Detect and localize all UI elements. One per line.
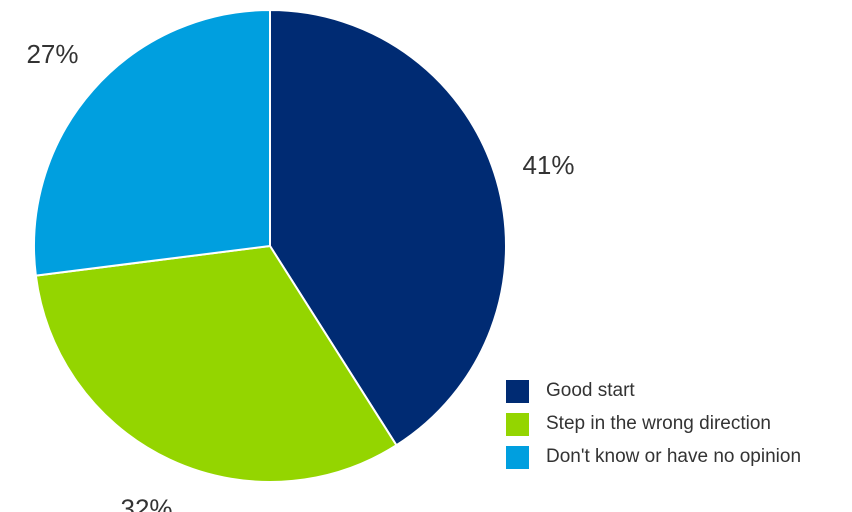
legend-item-wrong-direction: Step in the wrong direction: [506, 409, 846, 439]
pie-slices: [33, 8, 507, 483]
pie-slice-good-start: [269, 8, 507, 447]
pie-slice-no-opinion: [33, 8, 271, 277]
legend-label-no-opinion: Don't know or have no opinion: [546, 446, 802, 467]
legend-item-no-opinion: Don't know or have no opinion: [506, 442, 846, 472]
slice-label-good-start: 41%: [522, 150, 574, 180]
slice-labels: 41% 32% 27%: [26, 39, 574, 512]
legend-swatch-good-start: [506, 379, 529, 403]
legend-swatch-no-opinion: [506, 445, 529, 469]
slice-label-wrong-direction: 32%: [121, 493, 173, 512]
slice-label-no-opinion: 27%: [26, 39, 78, 69]
legend-label-good-start: Good start: [546, 380, 635, 401]
legend-label-wrong-direction: Step in the wrong direction: [546, 413, 771, 434]
legend-item-good-start: Good start: [506, 376, 846, 406]
pie-slice-wrong-direction: [34, 244, 398, 483]
legend: Good start Step in the wrong direction D…: [506, 376, 846, 475]
legend-swatch-wrong-direction: [506, 412, 529, 436]
